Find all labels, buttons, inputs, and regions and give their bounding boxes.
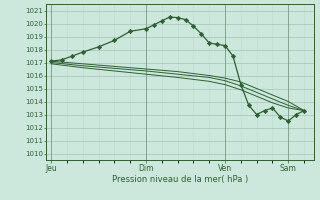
X-axis label: Pression niveau de la mer( hPa ): Pression niveau de la mer( hPa ) bbox=[112, 175, 248, 184]
